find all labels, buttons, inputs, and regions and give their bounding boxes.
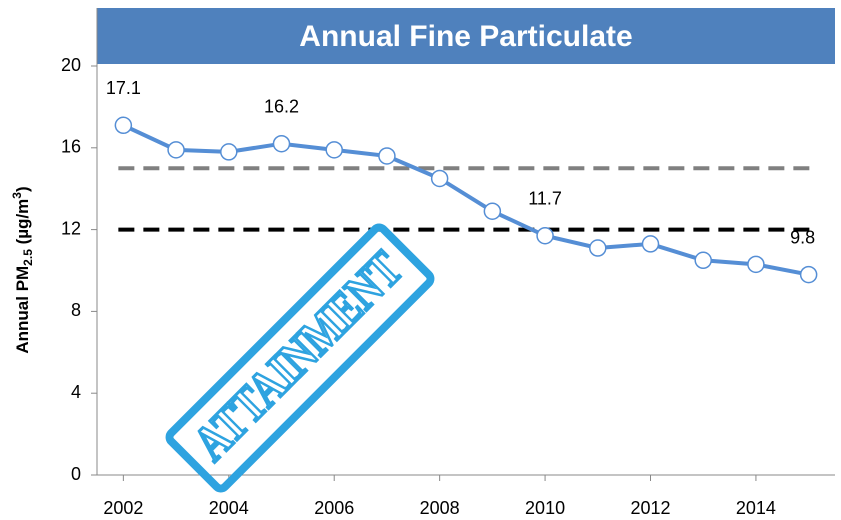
y-tick-label: 8	[71, 300, 81, 320]
data-label: 16.2	[264, 96, 299, 116]
marker	[221, 144, 237, 160]
stamp-text: ATTAINMENT	[182, 240, 413, 471]
marker	[537, 228, 553, 244]
marker	[274, 136, 290, 152]
marker	[748, 256, 764, 272]
y-tick-label: 12	[61, 218, 81, 238]
marker	[484, 203, 500, 219]
marker	[432, 170, 448, 186]
marker	[643, 236, 659, 252]
y-axis-label: Annual PM2.5 (µg/m3)	[10, 186, 35, 353]
data-label: 17.1	[106, 78, 141, 98]
marker	[695, 252, 711, 268]
x-tick-label: 2014	[736, 498, 776, 518]
marker	[590, 240, 606, 256]
x-tick-label: 2006	[314, 498, 354, 518]
page: Annual Fine Particulate Annual PM2.5 (µg…	[0, 0, 841, 520]
marker	[115, 117, 131, 133]
x-tick-label: 2010	[525, 498, 565, 518]
chart-title: Annual Fine Particulate	[299, 20, 632, 53]
stamp: ATTAINMENT	[167, 225, 433, 491]
y-tick-label: 4	[71, 382, 81, 402]
data-label: 11.7	[528, 188, 562, 208]
data-label: 9.8	[790, 227, 815, 247]
y-label-part: (µg/m	[13, 199, 32, 249]
x-tick-label: 2012	[630, 498, 670, 518]
marker	[326, 142, 342, 158]
chart: Annual Fine Particulate Annual PM2.5 (µg…	[0, 0, 841, 520]
y-tick-label: 20	[61, 55, 81, 75]
marker	[168, 142, 184, 158]
x-tick-label: 2008	[420, 498, 460, 518]
y-label-part: )	[13, 186, 32, 192]
y-label-part: Annual PM	[13, 266, 32, 354]
y-label-sub: 2.5	[21, 249, 35, 266]
x-tick-label: 2002	[103, 498, 143, 518]
x-tick-label: 2004	[209, 498, 249, 518]
marker	[379, 148, 395, 164]
y-tick-label: 16	[61, 137, 81, 157]
marker	[801, 267, 817, 283]
y-tick-label: 0	[71, 464, 81, 484]
